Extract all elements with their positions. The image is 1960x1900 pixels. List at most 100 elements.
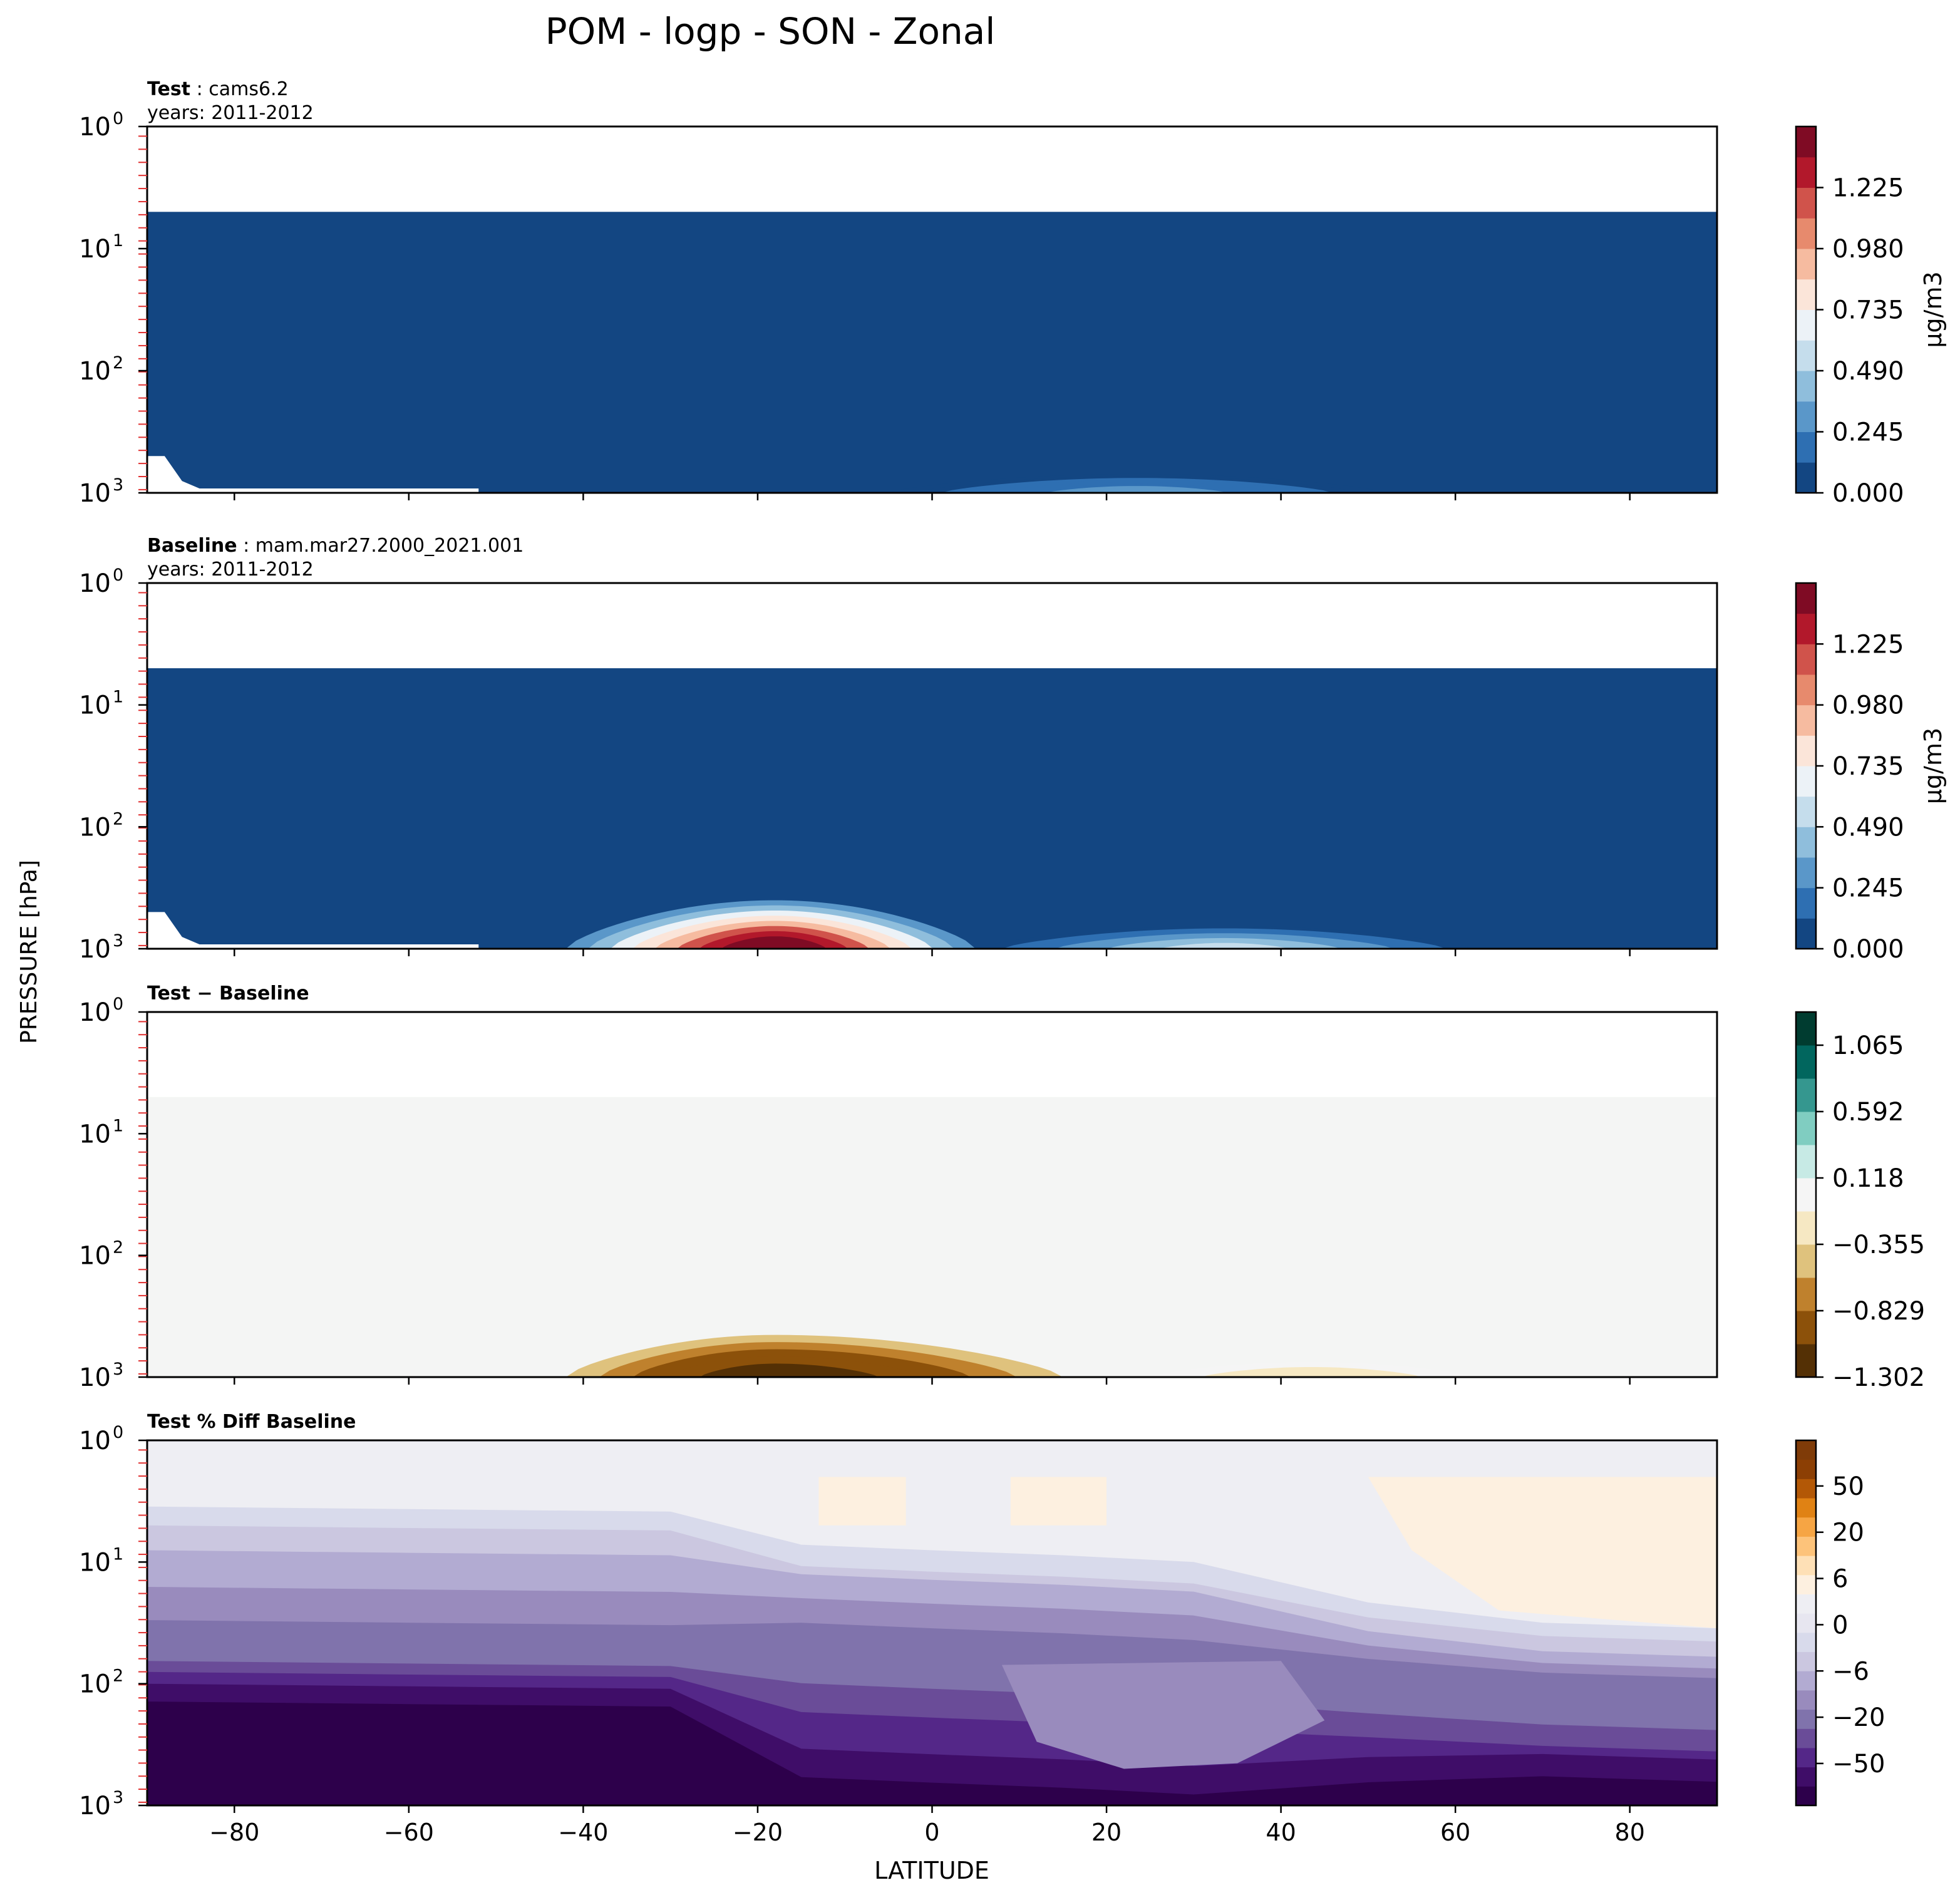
y-tick-exponent: 3: [113, 931, 123, 951]
x-tick-label: −60: [384, 1819, 434, 1846]
contour-level: [1160, 942, 1288, 949]
colorbar-label: μg/m3: [1919, 728, 1947, 804]
colorbar-tick-label: 0.118: [1832, 1164, 1904, 1193]
x-tick-label: −40: [558, 1819, 608, 1846]
contour-field: [147, 668, 1717, 949]
colorbar-swatch: [1796, 887, 1816, 919]
y-tick-exponent: 3: [113, 475, 123, 495]
colorbar-swatch: [1796, 1012, 1816, 1046]
contour-level: [818, 1477, 906, 1526]
y-tick-exponent: 1: [113, 231, 123, 250]
colorbar-frame: [1795, 1011, 1817, 1378]
colorbar-tick-label: 20: [1832, 1519, 1864, 1547]
colorbar-tick-label: 1.225: [1832, 174, 1904, 203]
contour-level: [147, 1701, 1717, 1805]
panel-title-bold: Test: [147, 78, 190, 100]
panel-title-rest: : mam.mar27.2000_2021.001: [237, 535, 524, 557]
x-tick-label: 0: [924, 1819, 939, 1846]
contour-background: [147, 668, 1717, 949]
colorbar-swatch: [1796, 1459, 1816, 1479]
colorbar-tick-label: 0.490: [1832, 357, 1904, 386]
colorbar-tick-label: 0.245: [1832, 874, 1904, 903]
colorbar-swatch: [1796, 1556, 1816, 1576]
y-tick-label: 10: [79, 235, 111, 264]
contour-field: [147, 212, 1717, 493]
y-tick-exponent: 0: [113, 109, 123, 128]
x-tick-label: 80: [1615, 1819, 1645, 1846]
colorbar-swatch: [1796, 1045, 1816, 1079]
colorbar-tick-label: 1.225: [1832, 630, 1904, 659]
colorbar-swatch: [1796, 279, 1816, 310]
colorbar-swatch: [1796, 431, 1816, 463]
y-tick-label: 10: [79, 357, 111, 386]
x-tick-label: −80: [209, 1819, 259, 1846]
colorbar-swatch: [1796, 1613, 1816, 1633]
colorbar-swatch: [1796, 1767, 1816, 1787]
y-tick-exponent: 3: [113, 1788, 123, 1807]
panel-title: Test : cams6.2: [147, 78, 289, 100]
colorbar-tick-label: 6: [1832, 1565, 1848, 1594]
colorbar-tick-label: −6: [1832, 1657, 1869, 1686]
contour-field: [147, 1097, 1717, 1377]
colorbar-tick-label: 50: [1832, 1472, 1864, 1501]
panel-title-bold: Baseline: [147, 535, 237, 557]
colorbar-swatch: [1796, 1178, 1816, 1212]
colorbar-swatch: [1796, 340, 1816, 371]
colorbar-swatch: [1796, 1078, 1816, 1112]
colorbar-swatch: [1796, 1278, 1816, 1311]
figure-title: POM - logp - SON - Zonal: [545, 10, 996, 53]
contour-background: [147, 212, 1717, 493]
colorbar-swatch: [1796, 462, 1816, 493]
colorbar-swatch: [1796, 674, 1816, 706]
y-tick-label: 10: [79, 1670, 111, 1699]
contour-level: [1253, 1372, 1370, 1377]
y-tick-label: 10: [79, 813, 111, 842]
contour-level: [1368, 1477, 1717, 1629]
colorbar-swatch: [1796, 1211, 1816, 1245]
colorbar-swatch: [1796, 401, 1816, 432]
y-tick-exponent: 2: [113, 1238, 123, 1257]
colorbar-swatch: [1796, 796, 1816, 827]
colorbar-swatch: [1796, 766, 1816, 797]
colorbar-swatch: [1796, 1671, 1816, 1691]
colorbar-tick-label: −1.302: [1832, 1363, 1925, 1392]
colorbar-tick-label: 0.245: [1832, 418, 1904, 447]
contour-level: [1001, 1661, 1325, 1769]
colorbar-swatch: [1796, 309, 1816, 341]
colorbar-swatch: [1796, 1747, 1816, 1768]
panel-title: Test % Diff Baseline: [147, 1411, 356, 1433]
colorbar-tick-label: 1.065: [1832, 1031, 1904, 1060]
colorbar-swatch: [1796, 918, 1816, 949]
colorbar-swatch: [1796, 1786, 1816, 1806]
y-tick-exponent: 1: [113, 688, 123, 707]
colorbar-swatch: [1796, 1145, 1816, 1179]
colorbar-tick-label: 0.980: [1832, 235, 1904, 264]
colorbar-swatch: [1796, 613, 1816, 644]
colorbar-tick-label: −0.829: [1832, 1297, 1925, 1326]
colorbar-swatch: [1796, 1536, 1816, 1556]
y-tick-label: 10: [79, 691, 111, 720]
colorbar-swatch: [1796, 1498, 1816, 1518]
colorbar-swatch: [1796, 1440, 1816, 1460]
contour-background: [147, 1097, 1717, 1377]
contour-level: [699, 1363, 879, 1377]
colorbar-tick-label: 0.980: [1832, 691, 1904, 720]
y-tick-label: 10: [79, 935, 111, 964]
colorbar-tick-label: −0.355: [1832, 1231, 1925, 1259]
colorbar-label: μg/m3: [1919, 271, 1947, 348]
y-tick-label: 10: [79, 1363, 111, 1392]
colorbar-tick-label: 0.000: [1832, 479, 1904, 508]
contour-level: [721, 936, 827, 949]
y-tick-exponent: 0: [113, 1423, 123, 1442]
masked-region: [147, 456, 479, 493]
y-tick-exponent: 3: [113, 1360, 123, 1379]
panel-title-bold: Test % Diff Baseline: [147, 1411, 356, 1433]
panel-subtitle: years: 2011-2012: [147, 102, 314, 124]
y-tick-exponent: 0: [113, 565, 123, 585]
colorbar-tick-label: 0.592: [1832, 1098, 1904, 1127]
colorbar-tick-label: 0: [1832, 1611, 1848, 1639]
colorbar-swatch: [1796, 644, 1816, 675]
colorbar-swatch: [1796, 1709, 1816, 1729]
